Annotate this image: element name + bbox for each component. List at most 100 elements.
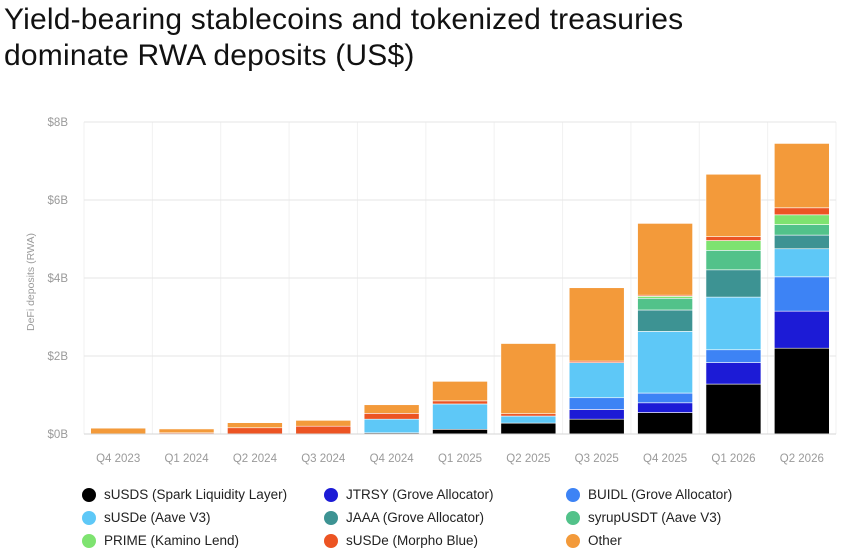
bar-segment <box>227 422 283 429</box>
bar-segment <box>774 248 830 278</box>
bar-stack <box>774 143 830 435</box>
x-tick-label: Q2 2024 <box>233 453 278 465</box>
bars: Q4 2023 Q1 2024 Q2 2024 Q3 2024 Q4 2024 Q1 20… <box>90 143 830 465</box>
legend-swatch <box>82 533 96 548</box>
stacked-bar-chart: $0B $2B $4B $6B $8B DeFi deposits (RWA) Q4 202… <box>25 117 837 465</box>
bar-segment <box>774 347 830 435</box>
bar-segment <box>705 362 762 385</box>
bar-segment <box>568 418 625 435</box>
legend-item: sUSDS (Spark Liquidity Layer) <box>82 486 324 503</box>
bar-segment <box>705 236 762 241</box>
x-tick-label: Q3 2025 <box>575 453 619 465</box>
chart-legend: sUSDS (Spark Liquidity Layer) JTRSY (Grov… <box>82 486 822 549</box>
legend-label: JAAA (Grove Allocator) <box>346 510 485 525</box>
legend-item: syrupUSDT (Aave V3) <box>566 509 808 526</box>
bar-segment <box>432 400 488 405</box>
y-tick-label: $6B <box>48 195 69 207</box>
bar-stack <box>637 223 693 435</box>
bar-segment <box>90 427 146 435</box>
legend-item: BUIDL (Grove Allocator) <box>566 486 808 503</box>
legend-swatch <box>324 533 338 548</box>
chart-title: Yield-bearing stablecoins and tokenized … <box>4 2 804 74</box>
chart-title-line1: Yield-bearing stablecoins and tokenized … <box>4 3 684 36</box>
chart-title-line2: dominate RWA deposits (US$) <box>4 39 415 72</box>
bar-segment <box>705 250 762 271</box>
bar-segment <box>774 276 830 312</box>
bar-segment <box>774 234 830 250</box>
legend-label: sUSDe (Aave V3) <box>104 510 211 525</box>
bar-segment <box>637 297 693 311</box>
bar-stack <box>705 173 762 435</box>
y-tick-label: $8B <box>48 117 69 129</box>
bar-segment <box>500 343 557 415</box>
bar-segment <box>500 413 557 417</box>
x-tick-label: Q3 2024 <box>301 453 346 465</box>
legend-label: Other <box>588 533 622 548</box>
y-axis: $0B $2B $4B $6B $8B DeFi deposits (RWA) <box>25 117 68 441</box>
legend-swatch <box>324 510 338 525</box>
bar-segment <box>637 223 693 296</box>
bar-segment <box>568 397 625 410</box>
legend-swatch <box>566 533 580 548</box>
bar-stack <box>158 428 215 435</box>
legend-label: sUSDS (Spark Liquidity Layer) <box>104 487 288 502</box>
bar-segment <box>637 392 693 404</box>
legend-label: syrupUSDT (Aave V3) <box>588 510 722 525</box>
x-tick-label: Q2 2025 <box>506 453 550 465</box>
x-tick-label: Q4 2024 <box>370 453 415 465</box>
y-tick-label: $2B <box>48 351 69 363</box>
bar-stack <box>90 427 146 435</box>
y-tick-label: $4B <box>48 273 69 285</box>
x-tick-label: Q4 2025 <box>643 453 687 465</box>
bar-segment <box>568 409 625 420</box>
bar-segment <box>363 413 420 420</box>
legend-label: sUSDe (Morpho Blue) <box>346 533 479 548</box>
legend-swatch <box>566 510 580 525</box>
x-tick-label: Q2 2026 <box>780 453 824 465</box>
bar-segment <box>227 427 283 435</box>
legend-item: PRIME (Kamino Lend) <box>82 532 324 549</box>
bar-segment <box>568 362 625 399</box>
legend-item: Other <box>566 532 808 549</box>
bar-segment <box>637 412 693 435</box>
legend-swatch <box>82 510 96 525</box>
x-tick-label: Q1 2024 <box>164 453 209 465</box>
bar-segment <box>705 349 762 363</box>
bar-stack <box>568 287 625 435</box>
legend-item: sUSDe (Morpho Blue) <box>324 532 566 549</box>
x-tick-label: Q4 2023 <box>96 453 140 465</box>
bar-segment <box>500 422 557 435</box>
bar-segment <box>705 173 762 237</box>
bar-segment <box>363 418 420 434</box>
bar-segment <box>774 214 830 225</box>
bar-segment <box>637 331 693 394</box>
bar-segment <box>432 429 488 435</box>
legend-label: PRIME (Kamino Lend) <box>104 533 240 548</box>
bar-segment <box>705 240 762 251</box>
bar-segment <box>637 402 693 413</box>
legend-label: JTRSY (Grove Allocator) <box>346 487 494 502</box>
legend-item: sUSDe (Aave V3) <box>82 509 324 526</box>
legend-swatch <box>82 487 96 502</box>
legend-label: BUIDL (Grove Allocator) <box>588 487 733 502</box>
legend-swatch <box>566 487 580 502</box>
bar-segment <box>774 143 830 209</box>
bar-segment <box>774 310 830 349</box>
bar-segment <box>500 415 557 424</box>
legend-swatch <box>324 487 338 502</box>
bar-segment <box>705 269 762 298</box>
bar-segment <box>774 207 830 216</box>
bar-segment <box>295 425 352 435</box>
bar-segment <box>432 381 488 402</box>
bar-segment <box>705 296 762 351</box>
bar-segment <box>637 309 693 332</box>
bar-segment <box>432 403 488 430</box>
y-axis-title: DeFi deposits (RWA) <box>25 233 37 331</box>
bar-segment <box>158 428 215 434</box>
bar-stack <box>500 343 557 435</box>
legend-item: JTRSY (Grove Allocator) <box>324 486 566 503</box>
bar-segment <box>705 383 762 435</box>
bar-segment <box>568 287 625 362</box>
bar-stack <box>295 420 352 435</box>
legend-item: JAAA (Grove Allocator) <box>324 509 566 526</box>
